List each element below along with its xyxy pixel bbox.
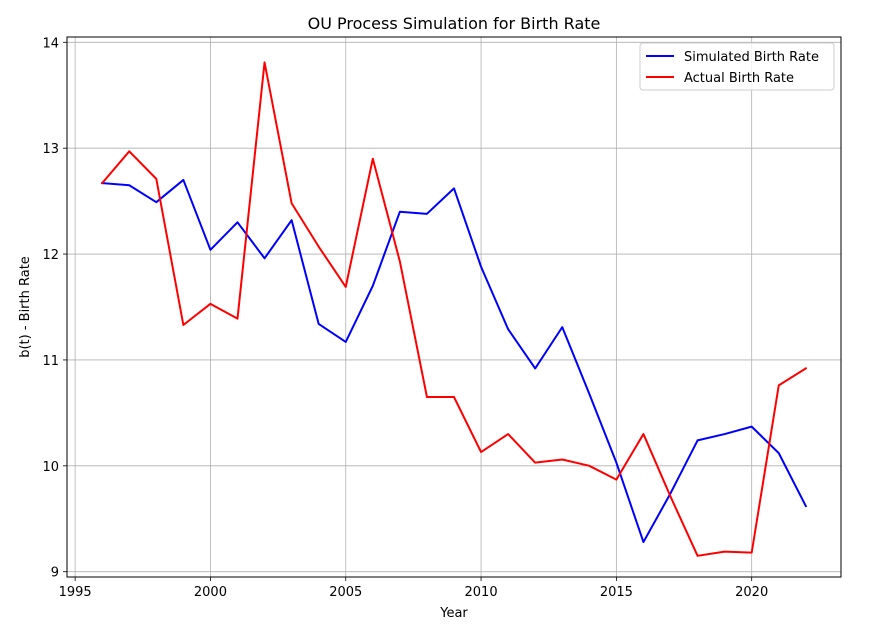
legend: Simulated Birth Rate Actual Birth Rate [639,42,835,91]
legend-label-simulated: Simulated Birth Rate [684,50,819,65]
plot-frame [66,36,842,578]
y-tick-label: 10 [42,460,59,475]
x-tick-label: 2010 [465,585,498,600]
x-tick-label: 2020 [735,585,768,600]
series-line-simulated [101,178,808,544]
x-tick-label: 1995 [59,585,92,600]
x-tick-label: 2005 [329,585,362,600]
series-line-actual [100,61,808,557]
y-tick-label: 13 [42,142,59,157]
x-tick-label: 2000 [194,585,227,600]
y-tick-label: 11 [42,354,59,369]
x-axis-title: Year [439,606,468,621]
y-tick-label: 14 [42,36,59,51]
x-tick-label: 2015 [600,585,633,600]
grid [67,37,841,577]
legend-box [639,42,835,91]
ticks: 1995 2000 2005 2010 2015 2020 9 10 11 12 13 14 [42,36,768,600]
y-tick-label: 12 [42,248,59,263]
chart-title: OU Process Simulation for Birth Rate [308,14,601,33]
legend-label-actual: Actual Birth Rate [684,71,794,86]
y-axis-title: b(t) - Birth Rate [18,256,33,358]
y-tick-label: 9 [51,566,59,581]
series-layer [100,61,808,557]
